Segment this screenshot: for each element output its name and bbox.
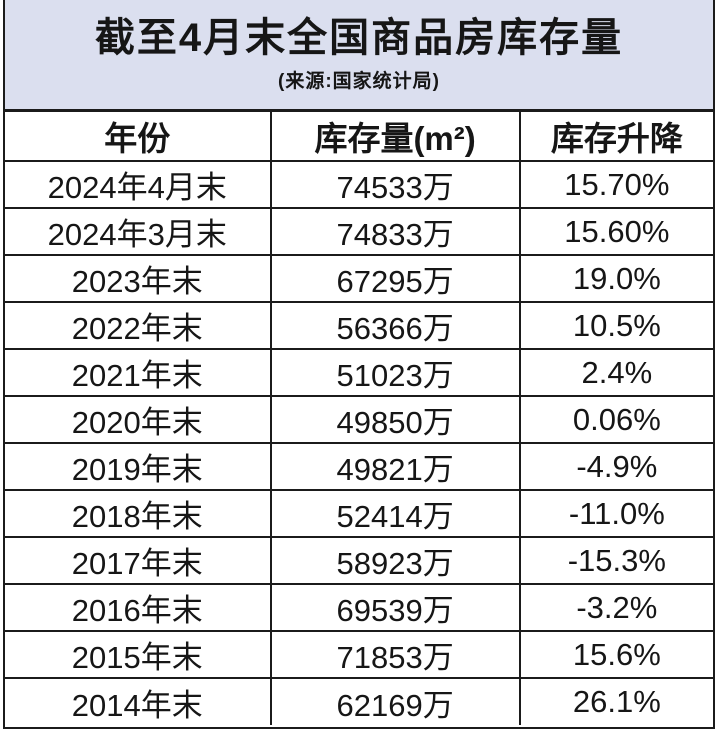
change-cell: 26.1%	[518, 677, 713, 725]
inventory-cell: 51023万	[269, 348, 521, 397]
change-cell: 0.06%	[518, 395, 713, 444]
table-row: 2022年末 56366万 10.5%	[5, 301, 713, 350]
table-row: 2015年末 71853万 15.6%	[5, 630, 713, 679]
change-cell: 10.5%	[518, 301, 713, 350]
inventory-cell: 74533万	[269, 160, 521, 209]
inventory-cell: 62169万	[269, 677, 521, 725]
change-cell: 15.6%	[518, 630, 713, 679]
inventory-cell: 69539万	[269, 583, 521, 632]
header-row: 年份 库存量(m²) 库存升降	[5, 112, 713, 162]
inventory-cell: 71853万	[269, 630, 521, 679]
title-cell: 截至4月末全国商品房库存量 (来源:国家统计局)	[5, 0, 713, 112]
year-cell: 2015年末	[5, 630, 272, 679]
table-row: 2018年末 52414万 -11.0%	[5, 489, 713, 538]
change-cell: -3.2%	[518, 583, 713, 632]
year-cell: 2014年末	[5, 677, 272, 725]
year-cell: 2024年4月末	[5, 160, 272, 209]
inventory-cell: 74833万	[269, 207, 521, 256]
table-row: 2024年4月末 74533万 15.70%	[5, 160, 713, 209]
change-cell: 15.70%	[518, 160, 713, 209]
table-row: 2021年末 51023万 2.4%	[5, 348, 713, 397]
table-row: 2023年末 67295万 19.0%	[5, 254, 713, 303]
inventory-cell: 49850万	[269, 395, 521, 444]
table-row: 2017年末 58923万 -15.3%	[5, 536, 713, 585]
year-cell: 2019年末	[5, 442, 272, 491]
year-cell: 2016年末	[5, 583, 272, 632]
inventory-cell: 58923万	[269, 536, 521, 585]
inventory-cell: 52414万	[269, 489, 521, 538]
table-header: 年份 库存量(m²) 库存升降	[5, 112, 713, 162]
change-cell: -15.3%	[518, 536, 713, 585]
table-row: 2016年末 69539万 -3.2%	[5, 583, 713, 632]
year-cell: 2022年末	[5, 301, 272, 350]
year-cell: 2018年末	[5, 489, 272, 538]
inventory-cell: 56366万	[269, 301, 521, 350]
year-cell: 2020年末	[5, 395, 272, 444]
year-cell: 2024年3月末	[5, 207, 272, 256]
page-title: 截至4月末全国商品房库存量	[94, 16, 624, 60]
inventory-table: 年份 库存量(m²) 库存升降 2024年4月末 74533万 15.70% 2…	[5, 112, 713, 725]
change-cell: -11.0%	[518, 489, 713, 538]
table-row: 2014年末 62169万 26.1%	[5, 677, 713, 725]
table-row: 2019年末 49821万 -4.9%	[5, 442, 713, 491]
change-cell: 2.4%	[518, 348, 713, 397]
year-cell: 2023年末	[5, 254, 272, 303]
year-cell: 2021年末	[5, 348, 272, 397]
change-cell: 19.0%	[518, 254, 713, 303]
inventory-cell: 49821万	[269, 442, 521, 491]
inventory-cell: 67295万	[269, 254, 521, 303]
source-subtitle: (来源:国家统计局)	[278, 71, 440, 92]
infographic-table: 截至4月末全国商品房库存量 (来源:国家统计局) 年份 库存量(m²) 库存升降…	[3, 0, 715, 729]
table-row: 2020年末 49850万 0.06%	[5, 395, 713, 444]
column-header-year: 年份	[5, 112, 272, 162]
column-header-change: 库存升降	[518, 112, 713, 162]
column-header-inventory: 库存量(m²)	[269, 112, 521, 162]
year-cell: 2017年末	[5, 536, 272, 585]
table-body: 2024年4月末 74533万 15.70% 2024年3月末 74833万 1…	[5, 160, 713, 725]
change-cell: -4.9%	[518, 442, 713, 491]
table-row: 2024年3月末 74833万 15.60%	[5, 207, 713, 256]
change-cell: 15.60%	[518, 207, 713, 256]
